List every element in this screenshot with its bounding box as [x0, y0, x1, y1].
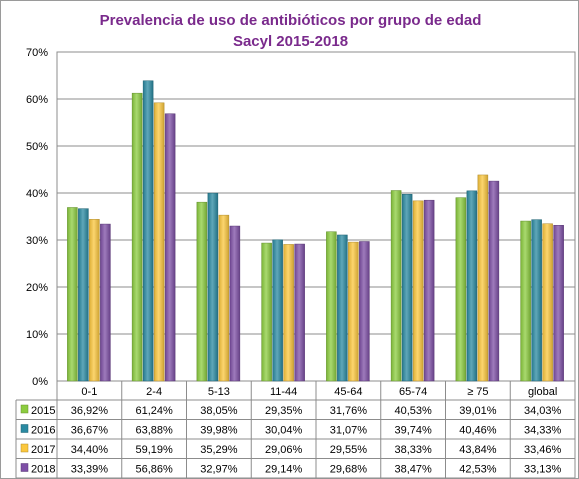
bar-2016-2-4 [142, 80, 154, 382]
bar-2017-65-74 [412, 200, 424, 382]
bar-2018-11-44 [294, 243, 305, 382]
data-label: 31,07% [330, 425, 368, 437]
data-label: 56,86% [135, 464, 173, 476]
bar-2015-65-74 [390, 190, 402, 382]
data-label: 30,04% [265, 425, 303, 437]
y-tick-label: 60% [26, 94, 48, 106]
bar-2017-global [542, 223, 553, 382]
category-label: 45-64 [334, 386, 362, 398]
data-label: 33,46% [524, 444, 562, 456]
y-tick-label: 10% [26, 329, 48, 341]
data-label: 29,14% [265, 464, 303, 476]
bar-2015-global [520, 220, 531, 382]
legend-label: 2016 [31, 425, 55, 437]
data-table: 0-1 2-4 5-13 11-44 45-64 65-74 ≥ 75 global 2015 3… [15, 381, 576, 479]
data-label: 31,76% [330, 405, 368, 417]
y-tick-label: 70% [26, 47, 48, 59]
bar-2017-45-64 [348, 241, 359, 382]
bar-2017-11-44 [283, 244, 294, 382]
y-tick-label: 50% [26, 141, 48, 153]
data-label: 33,13% [524, 464, 562, 476]
category-label: 2-4 [146, 386, 162, 398]
category-label: global [528, 386, 557, 398]
legend-label: 2018 [31, 464, 55, 476]
bar-2017-2-4 [153, 102, 165, 382]
chart-title: Prevalencia de uso de antibióticos por g… [99, 12, 482, 29]
bar-2016-5-13 [207, 192, 219, 382]
bar-2018-45-64 [359, 241, 370, 382]
bar-2016-global [531, 219, 542, 382]
chart-subtitle: Sacyl 2015-2018 [232, 33, 349, 50]
data-label: 29,68% [330, 464, 368, 476]
legend-swatch [20, 404, 29, 414]
data-label: 43,84% [459, 444, 497, 456]
data-label: 38,33% [394, 444, 432, 456]
bar-2018-0-1 [100, 223, 111, 382]
data-label: 36,92% [71, 405, 109, 417]
legend-swatch [20, 424, 29, 433]
category-label: 65-74 [399, 386, 427, 398]
bar-2017-≥ 75 [477, 174, 489, 382]
bar-2018-≥ 75 [488, 180, 500, 382]
data-label: 39,01% [459, 405, 497, 417]
bar-2017-5-13 [218, 214, 230, 382]
data-label: 36,67% [71, 425, 109, 437]
data-label: 63,88% [135, 425, 173, 437]
y-tick-label: 0% [32, 376, 48, 388]
bar-2016-≥ 75 [466, 190, 478, 382]
data-label: 29,06% [265, 444, 303, 456]
y-tick-label: 30% [26, 235, 48, 247]
data-label: 29,35% [265, 405, 303, 417]
data-label: 39,74% [394, 425, 432, 437]
bar-2016-65-74 [401, 193, 413, 382]
bar-2015-45-64 [326, 231, 337, 382]
bar-2018-5-13 [229, 225, 241, 382]
category-label: 11-44 [270, 386, 297, 398]
data-label: 42,53% [459, 464, 497, 476]
data-label: 29,55% [330, 444, 368, 456]
data-label: 61,24% [135, 405, 173, 417]
legend-label: 2015 [31, 405, 55, 417]
bar-2016-45-64 [337, 234, 348, 382]
legend-swatch [20, 443, 29, 453]
data-label: 39,98% [200, 425, 238, 437]
data-label: 32,97% [200, 464, 238, 476]
data-label: 40,53% [394, 405, 432, 417]
bar-2016-11-44 [272, 239, 283, 382]
category-label: ≥ 75 [467, 386, 488, 398]
bar-2015-≥ 75 [455, 197, 467, 382]
bar-2018-65-74 [423, 199, 435, 382]
legend-label: 2017 [31, 444, 55, 456]
y-axis-ticks: 0% 10% 20% 30% 40% 50% 60% 70% [26, 47, 48, 388]
bar-2015-0-1 [67, 207, 78, 382]
data-label: 34,40% [71, 444, 109, 456]
y-tick-label: 40% [26, 188, 48, 200]
category-label: 5-13 [208, 386, 230, 398]
category-label: 0-1 [81, 386, 97, 398]
data-label: 34,03% [524, 405, 562, 417]
data-label: 40,46% [459, 425, 497, 437]
bar-2018-2-4 [164, 113, 176, 382]
data-label: 38,47% [394, 464, 432, 476]
legend-swatch [20, 463, 29, 472]
data-label: 38,05% [200, 405, 238, 417]
bars [67, 80, 564, 382]
data-label: 59,19% [135, 444, 173, 456]
bar-2015-11-44 [261, 242, 272, 382]
data-label: 34,33% [524, 425, 562, 437]
bar-2017-0-1 [89, 219, 100, 382]
bar-2015-2-4 [131, 92, 143, 382]
bar-2018-global [553, 225, 564, 382]
bar-2016-0-1 [78, 208, 89, 382]
data-label: 35,29% [200, 444, 238, 456]
data-label: 33,39% [71, 464, 109, 476]
y-tick-label: 20% [26, 282, 48, 294]
bar-2015-5-13 [196, 201, 208, 382]
